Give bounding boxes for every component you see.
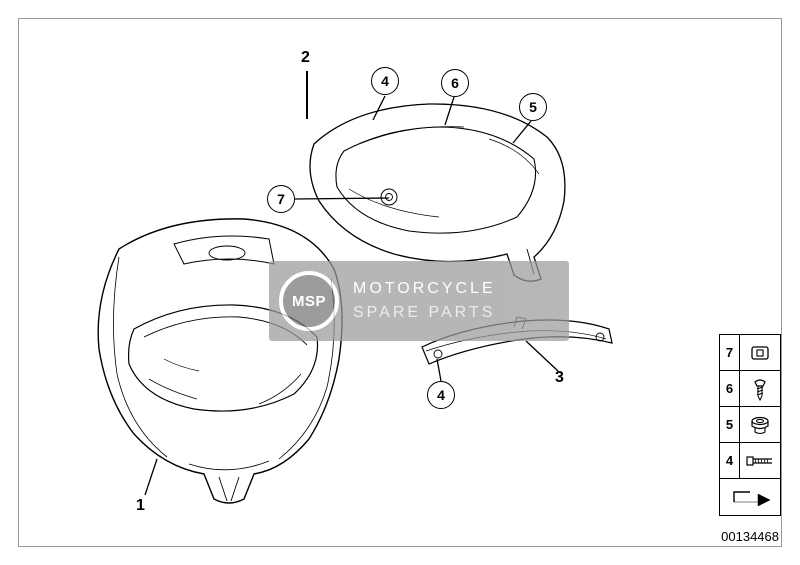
legend-box: 7 6 5 (719, 334, 781, 516)
callout-4-lower-label: 4 (437, 387, 445, 403)
callout-5-label: 5 (529, 99, 537, 115)
legend-num-7: 7 (720, 335, 740, 370)
diagram-frame: 2 4 6 5 7 1 3 4 7 (18, 18, 782, 547)
legend-num-4: 4 (720, 443, 740, 478)
watermark-badge: MSP (279, 271, 339, 331)
leader-5 (509, 119, 535, 145)
callout-6: 6 (441, 69, 469, 97)
legend-row-5: 5 (720, 407, 780, 443)
callout-4-lower: 4 (427, 381, 455, 409)
callout-5: 5 (519, 93, 547, 121)
legend-num-6: 6 (720, 371, 740, 406)
leader-2 (306, 71, 308, 119)
watermark-line2: SPARE PARTS (353, 301, 496, 325)
watermark: MSP MOTORCYCLE SPARE PARTS (269, 261, 569, 341)
diagram-id: 00134468 (721, 529, 779, 544)
leader-3 (524, 339, 560, 373)
legend-num-5: 5 (720, 407, 740, 442)
leader-1 (141, 457, 161, 497)
leader-4a (369, 94, 399, 122)
callout-1: 1 (136, 497, 145, 515)
legend-icon-bolt (740, 453, 780, 469)
callout-4-upper: 4 (371, 67, 399, 95)
callout-2: 2 (301, 49, 310, 67)
legend-icon-clip (740, 342, 780, 364)
leader-7 (295, 195, 391, 205)
callout-7-label: 7 (277, 191, 285, 207)
legend-arrow-icon (720, 479, 780, 515)
leader-6 (439, 97, 469, 127)
legend-row-6: 6 (720, 371, 780, 407)
legend-row-4: 4 (720, 443, 780, 479)
leader-4b (433, 359, 447, 383)
watermark-text: MOTORCYCLE SPARE PARTS (353, 277, 496, 325)
callout-6-label: 6 (451, 75, 459, 91)
legend-icon-grommet (740, 413, 780, 437)
legend-icon-screw (740, 376, 780, 402)
callout-4-upper-label: 4 (381, 73, 389, 89)
legend-row-7: 7 (720, 335, 780, 371)
watermark-line1: MOTORCYCLE (353, 277, 496, 301)
callout-7: 7 (267, 185, 295, 213)
